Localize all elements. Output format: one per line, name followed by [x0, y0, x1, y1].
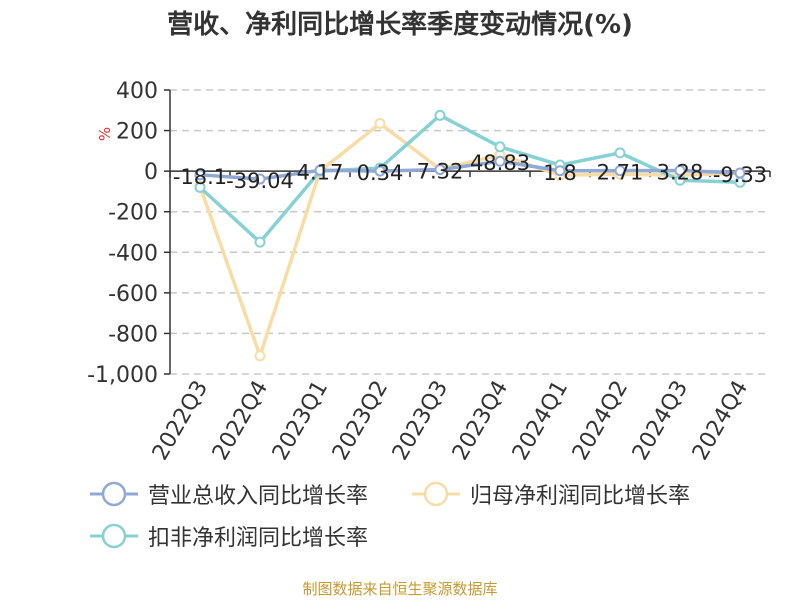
data-label: 1.8 — [543, 161, 576, 185]
legend-label: 扣非净利润同比增长率 — [148, 526, 369, 551]
data-label: 0.34 — [357, 161, 404, 185]
data-point — [674, 164, 686, 176]
data-point — [614, 165, 626, 177]
legend-label: 营业总收入同比增长率 — [148, 484, 369, 509]
data-point — [194, 181, 206, 193]
data-point — [494, 141, 506, 153]
x-tick-label: 2023Q1 — [268, 377, 333, 465]
x-tick-label: 2024Q1 — [508, 377, 573, 465]
y-tick-label: 200 — [116, 120, 158, 145]
legend-item-deducted-profit[interactable]: 扣非净利润同比增长率 — [90, 520, 368, 552]
legend-label: 归母净利润同比增长率 — [470, 484, 691, 509]
y-tick-label: 400 — [116, 79, 158, 104]
x-tick-label: 2022Q3 — [148, 377, 213, 465]
y-tick-label: -200 — [108, 201, 158, 226]
data-label: 48.83 — [470, 151, 530, 175]
data-point — [194, 169, 206, 181]
source-note: 制图数据来自恒生聚源数据库 — [302, 580, 498, 598]
chart-title: 营收、净利同比增长率季度变动情况(%) — [167, 10, 633, 40]
data-label: 4.17 — [297, 160, 344, 184]
data-label: 3.28 — [657, 160, 704, 184]
series-line — [199, 159, 741, 181]
data-point — [254, 350, 266, 362]
data-point — [614, 147, 626, 159]
y-tick-label: -1,000 — [87, 363, 158, 388]
legend-marker-icon — [90, 481, 138, 507]
data-point — [434, 164, 446, 176]
data-label: 7.32 — [417, 160, 464, 184]
y-axis-label: % — [96, 127, 114, 141]
series-line — [198, 113, 741, 244]
x-tick-label: 2024Q3 — [628, 377, 693, 465]
x-tick-label: 2024Q4 — [688, 377, 753, 465]
data-point — [314, 164, 326, 176]
y-tick-label: -600 — [108, 282, 158, 307]
data-label: 2.71 — [597, 161, 644, 185]
data-point — [254, 236, 266, 248]
legend-marker-icon — [412, 481, 460, 507]
x-tick-label: 2023Q4 — [448, 377, 513, 465]
data-point — [374, 117, 386, 129]
x-tick-label: 2023Q2 — [328, 377, 393, 465]
data-label: -39.04 — [226, 169, 294, 193]
y-tick-label: -800 — [108, 322, 158, 347]
legend-marker-icon — [90, 523, 138, 549]
y-tick-label: -400 — [108, 241, 158, 266]
data-point — [734, 167, 746, 179]
data-point — [494, 155, 506, 167]
x-tick-label: 2023Q3 — [388, 377, 453, 465]
data-label: -9.33 — [713, 163, 767, 187]
y-tick-label: 0 — [144, 160, 158, 185]
legend-item-net-profit[interactable]: 归母净利润同比增长率 — [412, 478, 690, 510]
series-line — [198, 121, 741, 358]
x-tick-label: 2022Q4 — [208, 377, 273, 465]
data-label: -18.1 — [173, 165, 227, 189]
legend-item-revenue[interactable]: 营业总收入同比增长率 — [90, 478, 368, 510]
data-point — [254, 173, 266, 185]
data-point — [434, 109, 446, 121]
data-point — [554, 165, 566, 177]
data-point — [374, 165, 386, 177]
x-tick-label: 2024Q2 — [568, 377, 633, 465]
